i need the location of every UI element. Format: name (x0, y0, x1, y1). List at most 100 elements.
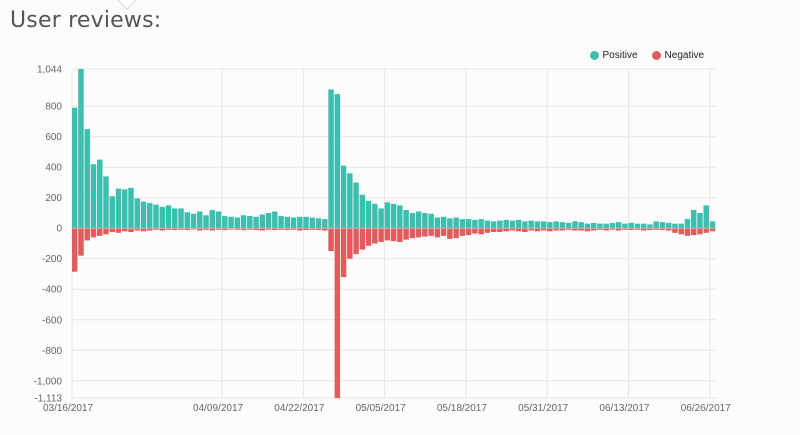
legend-item-positive[interactable]: Positive (589, 50, 638, 61)
negative-bar (484, 228, 491, 233)
negative-bar (84, 228, 90, 241)
negative-bar (90, 228, 97, 238)
positive-bar (553, 221, 559, 229)
positive-bar (159, 206, 165, 229)
negative-bar (497, 228, 503, 233)
positive-bar (634, 223, 641, 229)
positive-bar (572, 221, 578, 229)
negative-bar (222, 228, 228, 231)
positive-bar (534, 221, 541, 229)
positive-bar (315, 218, 322, 229)
positive-bar (672, 223, 678, 229)
positive-bar (472, 219, 478, 229)
negative-bar (609, 228, 616, 230)
y-tick-label: 400 (45, 163, 62, 174)
negative-bar (103, 228, 109, 235)
positive-bar (484, 220, 491, 229)
positive-bar (115, 188, 122, 229)
negative-bar (409, 228, 416, 239)
negative-bar (490, 228, 497, 233)
positive-bar (597, 223, 603, 229)
negative-bar (334, 228, 341, 398)
positive-bar (128, 187, 134, 229)
positive-bar (234, 217, 241, 229)
negative-bar (397, 228, 403, 242)
positive-bar (509, 220, 516, 229)
positive-bar (559, 222, 566, 229)
positive-bar (172, 208, 178, 229)
positive-bar (615, 222, 622, 229)
legend-label-negative: Negative (664, 50, 704, 61)
negative-bar (509, 228, 516, 231)
positive-bar (684, 219, 691, 229)
positive-bar (540, 221, 547, 229)
negative-bar (253, 228, 259, 231)
positive-bar (209, 209, 216, 229)
y-tick-label: -1,000 (34, 376, 63, 387)
negative-bar (528, 228, 534, 231)
negative-bar (690, 228, 697, 236)
y-tick-label: -1,113 (34, 394, 62, 405)
positive-bar (415, 211, 422, 229)
x-tick-label: 05/18/2017 (437, 403, 487, 414)
positive-dot-icon (589, 51, 599, 60)
positive-bar (334, 94, 341, 229)
positive-bar (690, 209, 697, 229)
positive-bar (653, 221, 659, 229)
positive-bar (440, 216, 447, 229)
negative-bar (365, 228, 372, 246)
negative-bar (115, 228, 122, 233)
negative-bar (240, 228, 247, 231)
x-tick-label: 04/22/2017 (274, 403, 324, 414)
negative-bar (297, 228, 303, 231)
negative-bar (372, 228, 378, 244)
positive-bar (347, 173, 353, 229)
positive-bar (215, 211, 222, 229)
positive-bar (165, 205, 172, 229)
negative-bar (540, 228, 547, 231)
negative-bar (603, 228, 609, 231)
positive-bar (228, 216, 234, 229)
negative-bar (647, 228, 653, 231)
negative-bar (203, 228, 209, 230)
positive-bar (359, 194, 366, 229)
y-tick-label: -200 (42, 254, 62, 265)
negative-bar (684, 228, 691, 236)
positive-bar (290, 217, 297, 229)
y-tick-label: -400 (42, 285, 62, 296)
x-tick-label: 06/13/2017 (599, 403, 649, 414)
negative-bar (140, 228, 147, 232)
negative-bar (703, 228, 709, 233)
negative-bar (534, 228, 541, 232)
negative-bar (422, 228, 428, 237)
positive-bar (697, 212, 703, 229)
negative-bar (122, 228, 128, 232)
negative-bar (303, 228, 309, 231)
y-tick-label: 200 (45, 193, 62, 204)
negative-bar (147, 228, 153, 231)
positive-bar (309, 217, 316, 229)
y-tick-label: 800 (45, 102, 62, 113)
negative-bar (515, 228, 522, 232)
negative-bar (353, 228, 359, 255)
positive-bar (497, 220, 503, 229)
legend-item-negative[interactable]: Negative (651, 50, 704, 61)
positive-bar (459, 219, 466, 229)
negative-bar (709, 228, 716, 232)
negative-bar (309, 228, 316, 230)
negative-bar (478, 228, 484, 235)
negative-bar (697, 228, 703, 235)
y-tick-label: -600 (42, 315, 62, 326)
positive-bar (609, 222, 616, 229)
negative-bar (184, 228, 190, 231)
negative-bar (628, 228, 634, 231)
negative-bar (678, 228, 684, 235)
positive-bar (428, 213, 434, 229)
positive-bar (284, 216, 291, 229)
x-tick-label: 04/09/2017 (193, 403, 243, 414)
positive-bar (640, 223, 647, 229)
positive-bar (184, 212, 190, 229)
negative-bar (672, 228, 678, 233)
positive-bar (390, 203, 397, 229)
positive-bar (140, 201, 147, 229)
